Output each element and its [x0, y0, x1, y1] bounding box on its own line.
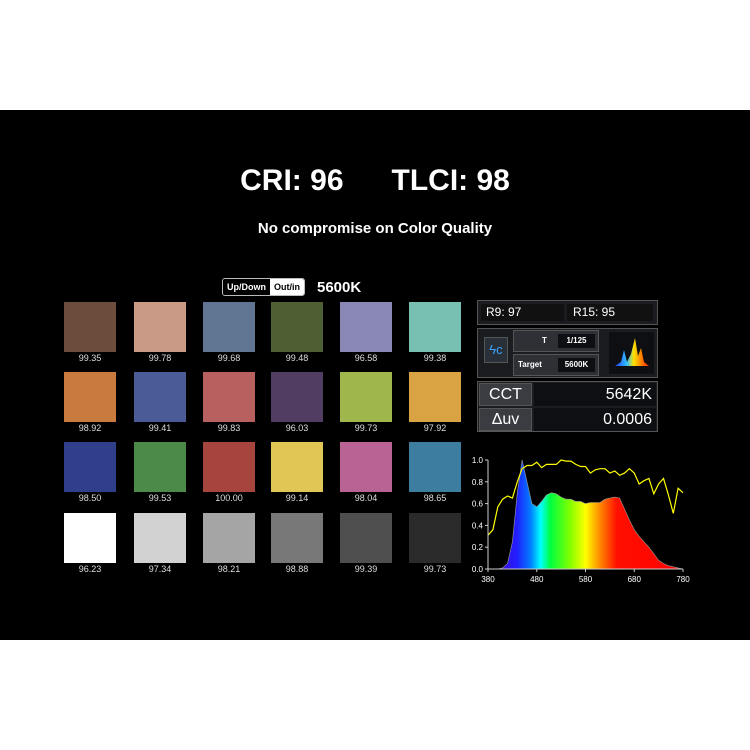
- subtitle: No compromise on Color Quality: [257, 220, 493, 237]
- color-swatch: [203, 372, 255, 422]
- swatch-score: 98.88: [285, 564, 309, 574]
- x-tick-label: 780: [676, 575, 690, 584]
- shutter-row: T 1/125: [513, 330, 599, 352]
- color-swatch: [409, 513, 461, 563]
- spectrum-thumbnail-icon[interactable]: [609, 332, 654, 374]
- swatch-score: 99.78: [148, 353, 172, 363]
- x-tick-label: 680: [628, 575, 642, 584]
- color-swatch: [409, 372, 461, 422]
- tlci-value: TLCI: 98: [391, 164, 510, 197]
- color-swatch: [409, 442, 461, 492]
- color-swatch: [340, 513, 392, 563]
- swatch-score: 98.65: [423, 493, 447, 503]
- swatch-score: 99.48: [285, 353, 309, 363]
- swatch-score: 100.00: [215, 493, 243, 503]
- spectrum-chart: 0.0 0.2 0.4 0.6 0.8 1.0 380 480 580 680 780: [472, 456, 690, 584]
- flash-c-icon[interactable]: ϟc: [484, 337, 508, 363]
- y-tick-label: 0.8: [472, 478, 484, 487]
- target-cct-label: 5600K: [317, 278, 362, 296]
- color-swatch: [64, 442, 116, 492]
- target-row: Target 5600K: [513, 354, 599, 376]
- r9-value: R9: 97: [481, 304, 564, 321]
- shutter-label: T: [542, 336, 547, 345]
- r-values-bar: R9: 97 R15: 95: [477, 300, 658, 325]
- y-tick-label: 0.2: [472, 543, 484, 552]
- color-swatch: [203, 302, 255, 352]
- color-swatch: [64, 302, 116, 352]
- page-title: CRI: 96 TLCI: 98: [0, 164, 750, 198]
- duv-label: Δuv: [479, 408, 532, 431]
- color-swatch: [340, 372, 392, 422]
- cct-value: 5642K: [534, 383, 656, 406]
- y-tick-label: 0.6: [472, 500, 484, 509]
- y-tick-label: 0.4: [472, 521, 484, 530]
- swatch-score: 99.39: [354, 564, 378, 574]
- color-swatch: [271, 302, 323, 352]
- toggle-out-in[interactable]: Out/in: [270, 279, 304, 295]
- swatch-score: 98.21: [217, 564, 241, 574]
- swatch-score: 99.53: [148, 493, 172, 503]
- swatch-score: 98.92: [78, 423, 102, 433]
- swatch-score: 99.68: [217, 353, 241, 363]
- color-swatch: [340, 442, 392, 492]
- direction-toggle[interactable]: Up/Down Out/in: [222, 278, 305, 296]
- swatch-score: 99.35: [78, 353, 102, 363]
- y-tick-label: 1.0: [472, 456, 484, 465]
- color-swatch: [203, 442, 255, 492]
- cct-readout: CCT 5642K Δuv 0.0006: [477, 381, 658, 432]
- mode-row: Up/Down Out/in 5600K: [222, 278, 361, 296]
- cri-value: CRI: 96: [240, 164, 344, 197]
- color-swatch: [409, 302, 461, 352]
- swatch-score: 98.04: [354, 493, 378, 503]
- swatch-score: 99.14: [285, 493, 309, 503]
- target-value: 5600K: [558, 358, 595, 372]
- swatch-score: 99.73: [354, 423, 378, 433]
- swatch-score: 99.38: [423, 353, 447, 363]
- r15-value: R15: 95: [567, 304, 653, 321]
- toggle-up-down[interactable]: Up/Down: [223, 279, 270, 295]
- swatch-score: 96.23: [78, 564, 102, 574]
- color-swatch: [64, 513, 116, 563]
- color-swatch: [134, 372, 186, 422]
- color-swatch: [271, 442, 323, 492]
- color-swatch: [134, 442, 186, 492]
- swatch-score: 98.50: [78, 493, 102, 503]
- y-tick-label: 0.0: [472, 565, 484, 574]
- color-swatch: [64, 372, 116, 422]
- x-tick-label: 480: [530, 575, 544, 584]
- tlci-line: [487, 459, 684, 536]
- swatch-score: 99.73: [423, 564, 447, 574]
- color-swatch: [271, 372, 323, 422]
- swatch-score: 99.41: [148, 423, 172, 433]
- swatch-score: 99.83: [217, 423, 241, 433]
- color-swatch: [203, 513, 255, 563]
- x-tick-label: 380: [481, 575, 495, 584]
- color-swatch: [134, 302, 186, 352]
- duv-value: 0.0006: [534, 408, 656, 431]
- cct-label: CCT: [479, 383, 532, 406]
- swatch-score: 97.34: [148, 564, 172, 574]
- target-label: Target: [518, 360, 542, 369]
- swatch-score: 96.03: [285, 423, 309, 433]
- swatch-score: 96.58: [354, 353, 378, 363]
- x-tick-label: 580: [579, 575, 593, 584]
- color-swatch: [340, 302, 392, 352]
- color-swatch: [134, 513, 186, 563]
- spectrum-area: [488, 459, 684, 570]
- measurement-panel: ϟc T 1/125 Target 5600K: [477, 328, 658, 378]
- color-swatch: [271, 513, 323, 563]
- swatch-score: 97.92: [423, 423, 447, 433]
- shutter-value: 1/125: [558, 334, 595, 348]
